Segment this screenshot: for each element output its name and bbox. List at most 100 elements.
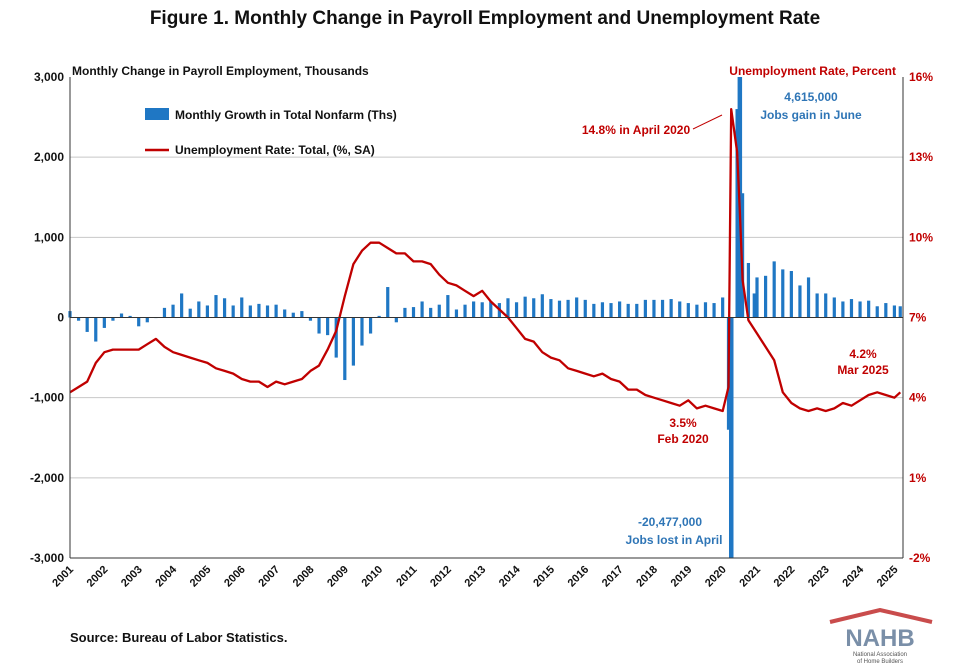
bar: [171, 304, 175, 318]
bar: [420, 301, 424, 318]
bar: [841, 301, 845, 318]
bar: [188, 308, 192, 318]
bar: [660, 299, 665, 318]
bar: [875, 306, 879, 318]
line-series: [69, 107, 902, 413]
bar: [506, 298, 510, 318]
tick-labels: 3,000 16% 2,000 13% 1,000 10% 0 7% -1,000 4% -2,00…: [30, 70, 933, 589]
bar: [265, 305, 270, 318]
y-right-tick-label: 1%: [909, 471, 927, 485]
bar: [274, 304, 278, 318]
bar: [752, 293, 756, 318]
annotation-peak-leader: [692, 114, 723, 130]
annotation-feb-rate-label: Feb 2020: [657, 432, 709, 446]
bar: [703, 302, 708, 318]
bar: [798, 285, 802, 318]
annotation-april-loss-value: -20,477,000: [638, 515, 702, 529]
bar: [248, 305, 252, 318]
bar: [583, 299, 587, 318]
y-left-tick-label: 0: [57, 311, 64, 325]
x-tick-label: 2017: [600, 564, 626, 590]
bar: [76, 317, 81, 321]
bar: [162, 307, 167, 318]
bar: [815, 293, 819, 318]
bar: [858, 301, 862, 318]
x-tick-label: 2024: [840, 563, 866, 589]
bar: [403, 307, 407, 318]
bar: [463, 304, 467, 318]
y-right-tick-label: 7%: [909, 311, 927, 325]
bar: [343, 317, 347, 381]
x-tick-label: 2004: [153, 563, 179, 589]
bar: [643, 299, 647, 318]
x-tick-label: 2022: [772, 564, 798, 590]
x-tick-label: 2016: [566, 564, 592, 590]
logo-subtitle-2: of Home Builders: [857, 659, 903, 665]
bar: [849, 299, 854, 318]
bar: [489, 301, 493, 318]
bar: [377, 315, 381, 318]
x-tick-label: 2013: [463, 564, 489, 590]
x-tick-label: 2020: [703, 564, 729, 590]
legend-bar-swatch: [145, 108, 169, 120]
bar: [575, 297, 579, 318]
bar: [119, 313, 124, 318]
x-tick-label: 2023: [806, 564, 832, 590]
source-note: Source: Bureau of Labor Statistics.: [70, 630, 288, 645]
bar: [231, 305, 235, 318]
bar: [523, 296, 527, 318]
bar: [540, 294, 544, 318]
axes: [69, 77, 904, 559]
unemployment-line: [69, 107, 902, 413]
bar: [326, 317, 330, 336]
bar: [94, 317, 98, 342]
bar: [360, 317, 364, 346]
bar: [180, 293, 184, 318]
y-right-tick-label: 13%: [909, 150, 933, 164]
bar: [334, 317, 338, 358]
bar: [772, 261, 776, 318]
bar: [678, 301, 682, 318]
bar: [824, 293, 828, 318]
bar: [557, 300, 562, 318]
x-tick-label: 2001: [50, 564, 76, 590]
bar: [832, 297, 836, 318]
y-left-tick-label: -1,000: [30, 391, 64, 405]
y-right-tick-label: -2%: [909, 551, 931, 565]
x-tick-label: 2003: [119, 564, 145, 590]
x-tick-label: 2015: [531, 564, 557, 590]
bar: [257, 303, 261, 318]
bar: [446, 295, 450, 318]
bar: [686, 303, 690, 318]
x-tick-label: 2025: [875, 564, 901, 590]
bar: [205, 305, 210, 318]
x-tick-label: 2005: [188, 564, 214, 590]
x-tick-label: 2019: [669, 564, 695, 590]
bar: [214, 295, 218, 318]
annotations: 14.8% in April 2020 4,615,000 Jobs gain …: [582, 90, 889, 547]
bar: [712, 303, 716, 318]
bar: [514, 302, 519, 318]
y-right-axis-title: Unemployment Rate, Percent: [729, 64, 896, 78]
annotation-june-gain-label: Jobs gain in June: [760, 108, 862, 122]
bar: [222, 298, 227, 318]
bar: [789, 271, 793, 318]
logo-subtitle-1: National Association: [853, 652, 907, 658]
bar: [429, 307, 433, 318]
bar: [592, 303, 596, 318]
bar: [884, 303, 888, 318]
x-tick-label: 2018: [634, 564, 660, 590]
logo-wordmark: NAHB: [845, 625, 914, 652]
x-tick-label: 2010: [359, 564, 385, 590]
bar: [806, 277, 811, 318]
annotation-feb-rate-value: 3.5%: [669, 416, 697, 430]
legend: Monthly Growth in Total Nonfarm (Ths) Un…: [145, 108, 397, 157]
bar: [145, 317, 149, 323]
x-tick-label: 2007: [256, 564, 282, 590]
bar: [85, 317, 89, 332]
x-tick-label: 2012: [428, 564, 454, 590]
legend-bar-label: Monthly Growth in Total Nonfarm (Ths): [175, 108, 397, 122]
bar: [111, 317, 115, 321]
bar: [781, 269, 785, 318]
